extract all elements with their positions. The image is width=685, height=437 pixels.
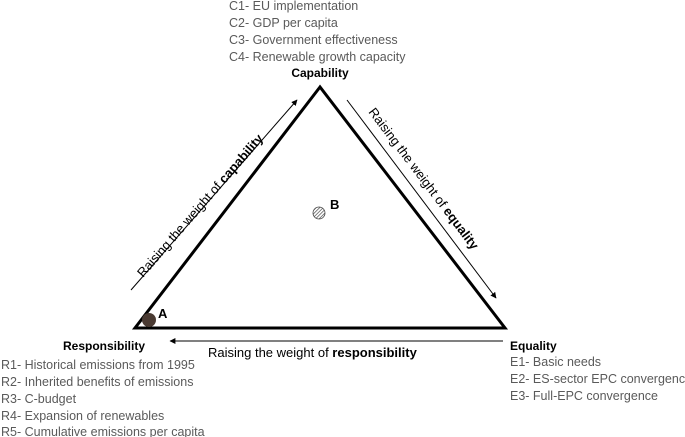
criterion-c3: C3- Government effectiveness — [229, 33, 398, 47]
criterion-r4: R4- Expansion of renewables — [1, 409, 164, 423]
equality-criteria-list: E1- Basic needs E2- ES-sector EPC conver… — [510, 355, 685, 403]
criterion-c2: C2- GDP per capita — [229, 16, 338, 30]
criterion-e2: E2- ES-sector EPC convergence — [510, 372, 685, 386]
criterion-e1: E1- Basic needs — [510, 355, 601, 369]
criterion-r1: R1- Historical emissions from 1995 — [1, 358, 195, 372]
point-a-marker — [142, 313, 156, 327]
point-b-label: B — [330, 197, 339, 212]
criterion-c4: C4- Renewable growth capacity — [229, 50, 406, 64]
equality-arrow — [346, 99, 497, 299]
capability-vertex-label: Capability — [291, 66, 349, 80]
criterion-r3: R3- C-budget — [1, 392, 77, 406]
capability-arrow-label: Raising the weight of capability — [134, 130, 267, 279]
responsibility-criteria-list: R1- Historical emissions from 1995 R2- I… — [1, 358, 205, 437]
capability-arrow — [130, 99, 298, 291]
responsibility-vertex-label: Responsibility — [63, 339, 145, 353]
criterion-r5: R5- Cumulative emissions per capita — [1, 425, 205, 437]
equality-arrow-label: Raising the weight of equality — [366, 105, 483, 253]
equality-vertex-label: Equality — [510, 339, 557, 353]
criterion-r2: R2- Inherited benefits of emissions — [1, 375, 193, 389]
point-b-marker — [312, 206, 326, 220]
weighting-triangle — [131, 84, 509, 330]
point-a-label: A — [158, 306, 168, 321]
criterion-e3: E3- Full-EPC convergence — [510, 389, 658, 403]
capability-criteria-list: C1- EU implementation C2- GDP per capita… — [229, 0, 406, 64]
criterion-c1: C1- EU implementation — [229, 0, 358, 13]
responsibility-arrow-label: Raising the weight of responsibility — [208, 345, 418, 360]
